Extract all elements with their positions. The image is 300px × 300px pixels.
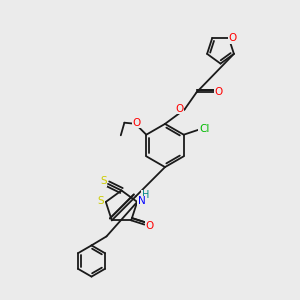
Text: O: O xyxy=(133,118,141,128)
Text: O: O xyxy=(175,104,184,114)
Text: O: O xyxy=(214,87,223,98)
Text: S: S xyxy=(98,196,104,206)
Text: H: H xyxy=(142,190,149,200)
Text: O: O xyxy=(145,221,153,231)
Text: N: N xyxy=(137,196,145,206)
Text: O: O xyxy=(229,33,237,43)
Text: S: S xyxy=(100,176,106,187)
Text: Cl: Cl xyxy=(199,124,209,134)
